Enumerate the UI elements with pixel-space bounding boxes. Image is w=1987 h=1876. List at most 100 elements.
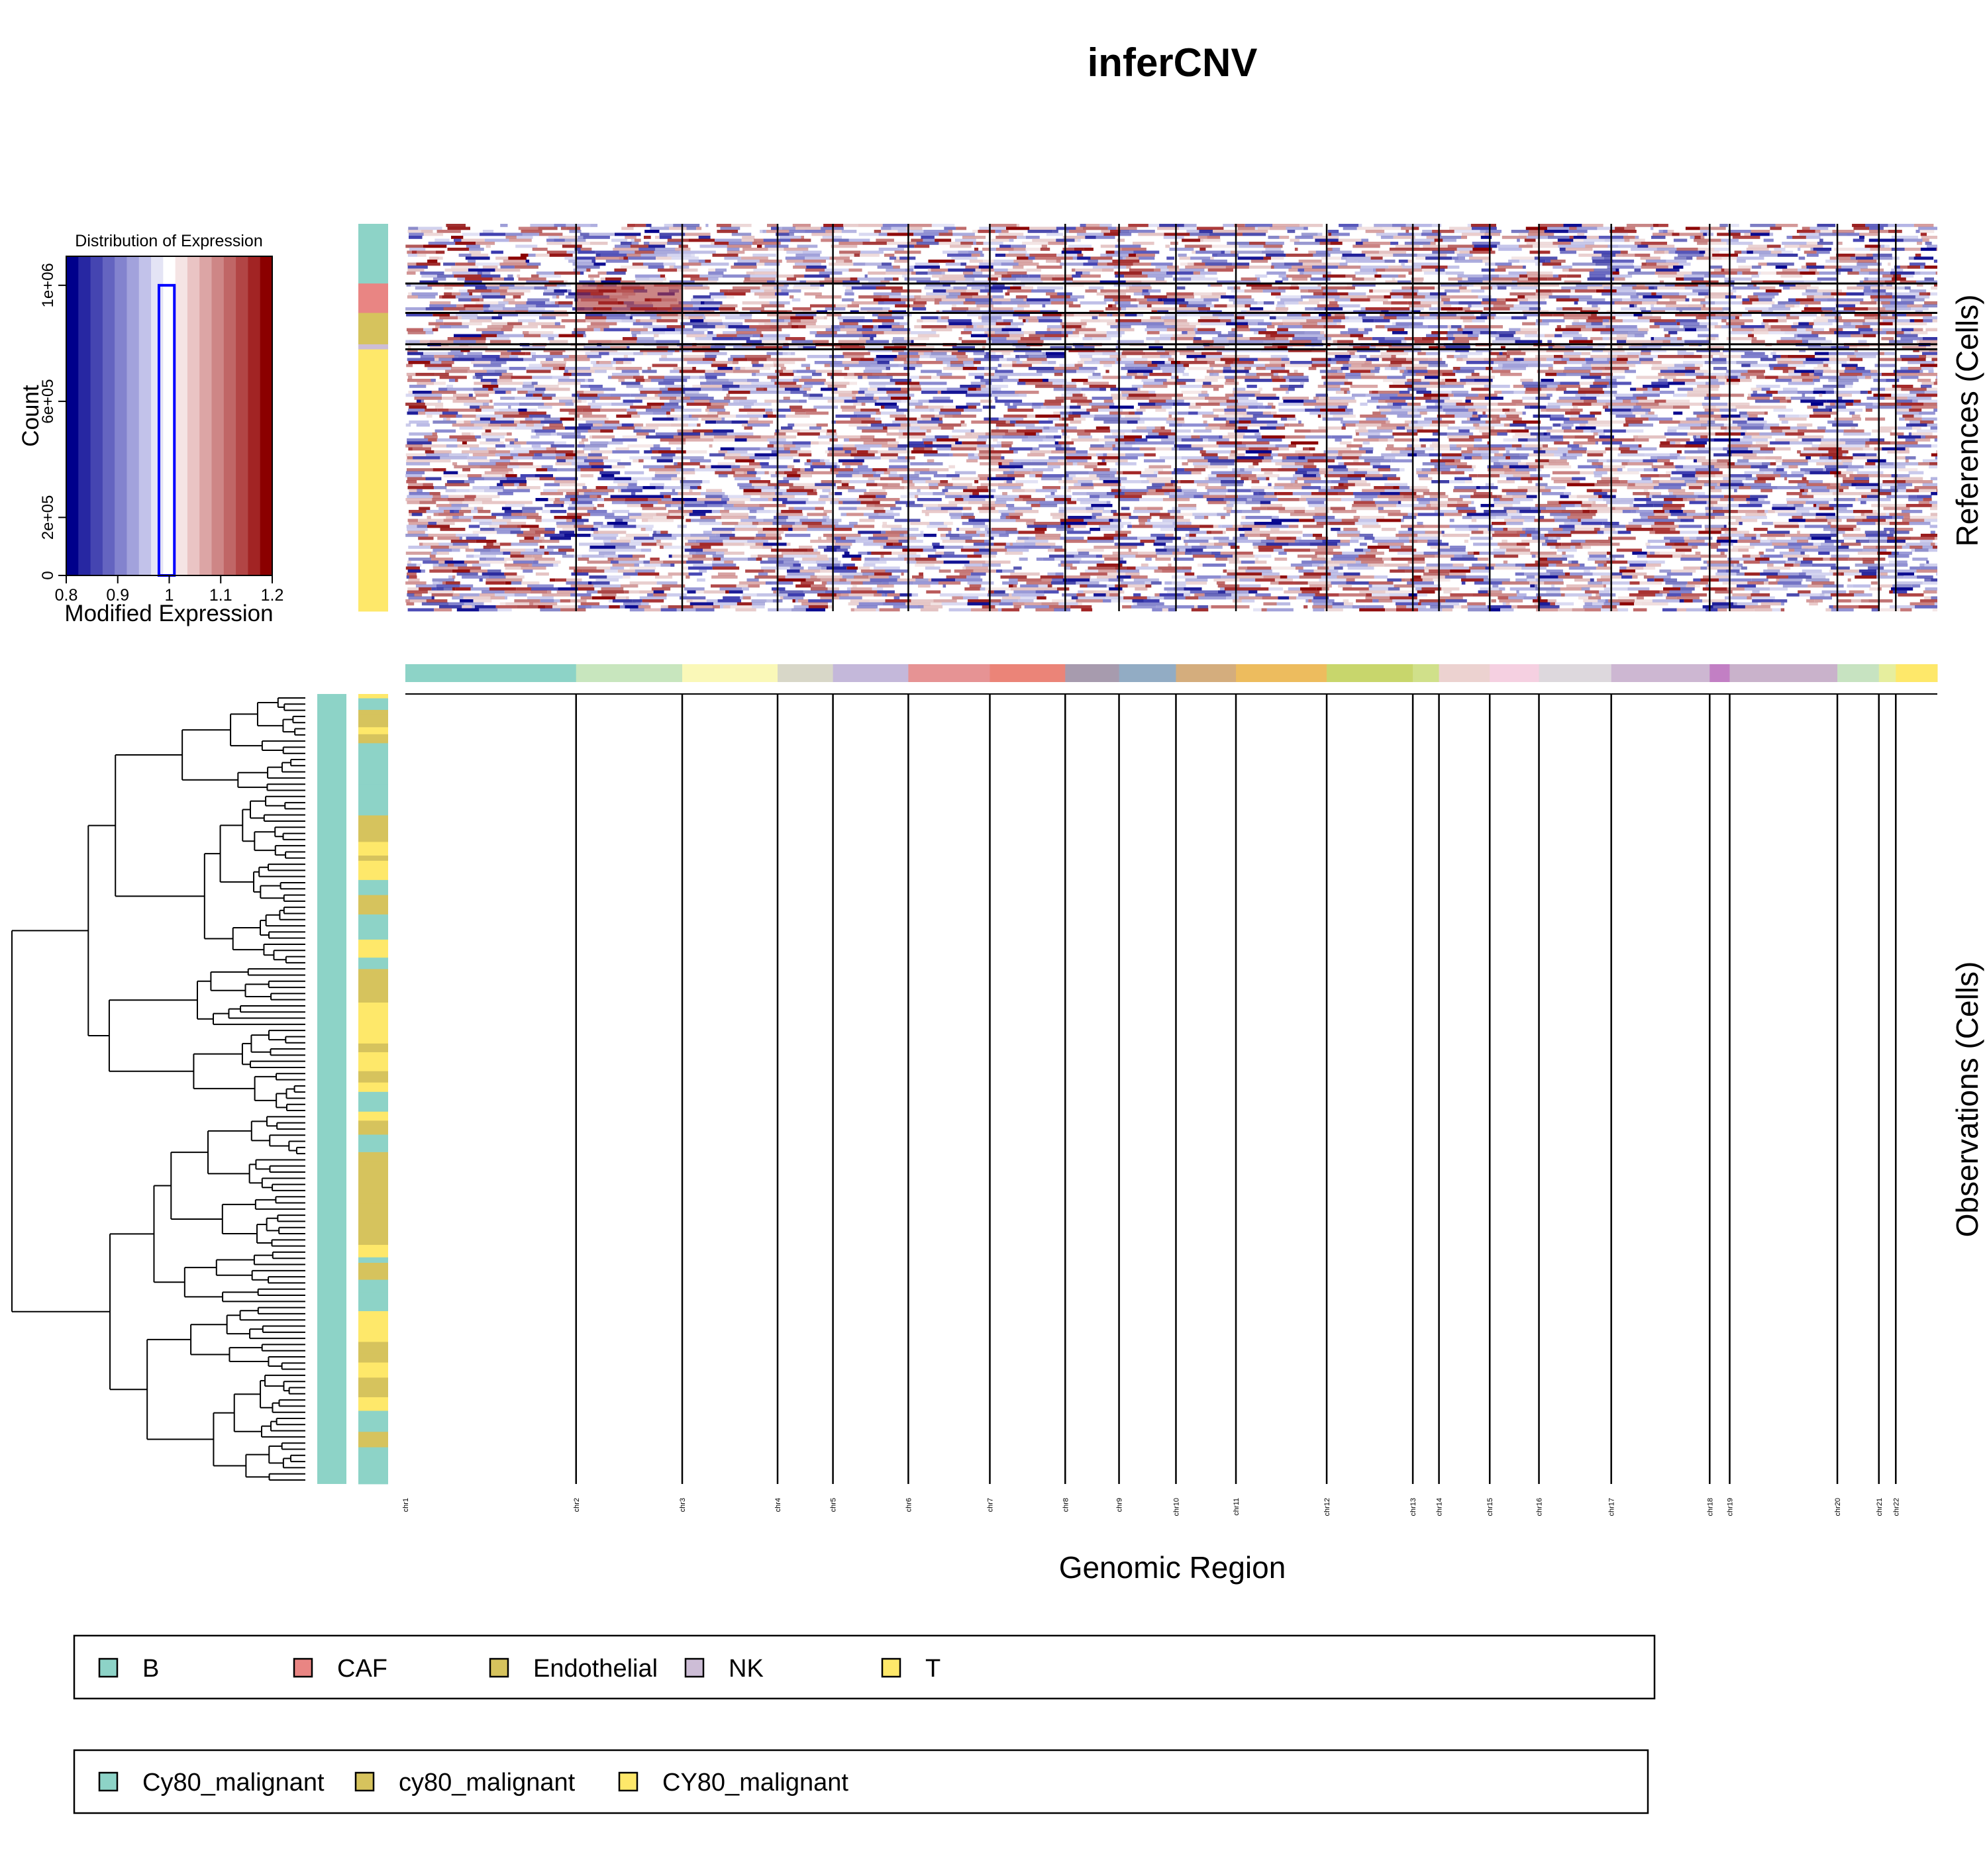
heatmap-cell <box>1387 328 1405 332</box>
heatmap-cell <box>1366 450 1373 454</box>
heatmap-cell <box>1138 232 1164 236</box>
heatmap-cell <box>556 283 566 287</box>
heatmap-cell <box>1713 438 1741 442</box>
heatmap-cell <box>420 272 444 275</box>
heatmap-cell <box>1329 411 1350 415</box>
heatmap-cell <box>842 361 859 364</box>
heatmap-cell <box>533 393 542 397</box>
heatmap-cell <box>946 295 958 299</box>
heatmap-cell <box>1048 417 1060 421</box>
heatmap-cell <box>1199 248 1206 251</box>
heatmap-cell <box>952 346 975 350</box>
heatmap-cell <box>1294 334 1299 338</box>
color-key-ylabel: Count <box>18 385 44 447</box>
heatmap-cell <box>1740 438 1768 442</box>
heatmap-cell <box>1381 423 1409 427</box>
heatmap-cell <box>1129 230 1155 233</box>
heatmap-cell <box>1913 224 1934 227</box>
heatmap-cell <box>1437 304 1452 308</box>
heatmap-cell <box>511 352 526 356</box>
heatmap-cell <box>1198 393 1209 397</box>
heatmap-cell <box>558 334 584 338</box>
heatmap-cell <box>1802 337 1826 340</box>
heatmap-cell <box>1623 399 1631 403</box>
heatmap-cell <box>1005 254 1026 257</box>
heatmap-cell <box>1698 248 1715 251</box>
heatmap-cell <box>790 238 811 242</box>
heatmap-cell <box>1001 328 1021 332</box>
heatmap-cell <box>1687 391 1711 394</box>
heatmap-cell <box>1294 429 1311 433</box>
heatmap-cell <box>1392 403 1407 406</box>
heatmap-cell <box>1275 444 1289 448</box>
heatmap-cell <box>520 420 541 424</box>
heatmap-cell <box>1742 301 1753 305</box>
heatmap-cell <box>1472 248 1492 251</box>
heatmap-cell <box>574 415 580 418</box>
heatmap-cell <box>691 298 714 302</box>
heatmap-cell <box>968 387 977 391</box>
heatmap-cell <box>1468 435 1489 439</box>
heatmap-cell <box>666 325 685 328</box>
heatmap-cell <box>1547 393 1553 397</box>
heatmap-cell <box>1698 313 1716 317</box>
heatmap-cell <box>1278 325 1303 328</box>
heatmap-cell <box>1924 391 1937 394</box>
heatmap-cell <box>486 370 495 373</box>
heatmap-cell <box>1684 340 1711 344</box>
heatmap-cell <box>1270 226 1286 230</box>
heatmap-cell <box>730 355 745 358</box>
heatmap-cell <box>1863 289 1872 293</box>
heatmap-cell <box>788 423 795 427</box>
heatmap-cell <box>1074 417 1086 421</box>
heatmap-cell <box>1027 358 1047 362</box>
heatmap-cell <box>1719 224 1728 227</box>
heatmap-cell <box>860 358 874 362</box>
heatmap-cell <box>1358 224 1362 227</box>
heatmap-cell <box>988 277 998 281</box>
heatmap-cell <box>1748 447 1760 451</box>
heatmap-cell <box>1546 405 1560 409</box>
heatmap-cell <box>1003 319 1013 322</box>
heatmap-cell <box>1752 301 1775 305</box>
heatmap-cell <box>673 435 701 439</box>
heatmap-cell <box>1347 391 1350 394</box>
heatmap-cell <box>1479 423 1504 427</box>
heatmap-cell <box>457 277 466 281</box>
heatmap-cell <box>806 266 827 269</box>
heatmap-cell <box>1497 244 1519 248</box>
heatmap-cell <box>1775 379 1792 382</box>
heatmap-cell <box>839 322 858 326</box>
heatmap-cell <box>462 322 482 326</box>
heatmap-cell <box>785 256 805 260</box>
heatmap-cell <box>1205 262 1233 266</box>
color-key-band <box>138 256 152 575</box>
heatmap-cell <box>405 423 411 427</box>
heatmap-cell <box>1410 238 1435 242</box>
heatmap-cell <box>1451 325 1462 328</box>
heatmap-cell <box>1891 268 1904 272</box>
heatmap-cell <box>1707 242 1727 245</box>
heatmap-cell <box>1256 373 1274 376</box>
heatmap-cell <box>1574 301 1578 305</box>
heatmap-cell <box>1614 328 1639 332</box>
heatmap-cell <box>548 337 554 340</box>
heatmap-cell <box>1927 244 1937 248</box>
heatmap-cell <box>1715 337 1719 340</box>
heatmap-cell <box>1465 397 1485 400</box>
heatmap-cell <box>1354 272 1378 275</box>
heatmap-cell <box>1779 283 1796 287</box>
heatmap-cell <box>943 250 958 254</box>
heatmap-cell <box>1865 224 1888 227</box>
heatmap-cell <box>1383 346 1389 350</box>
heatmap-cell <box>1275 337 1289 340</box>
color-key-band <box>66 256 79 575</box>
heatmap-cell <box>1662 230 1668 233</box>
heatmap-cell <box>1200 322 1227 326</box>
heatmap-cell <box>1835 268 1853 272</box>
heatmap-cell <box>872 438 896 442</box>
heatmap-cell <box>1813 295 1835 299</box>
heatmap-cell <box>864 391 887 394</box>
heatmap-cell <box>1784 244 1800 248</box>
heatmap-cell <box>635 426 642 430</box>
